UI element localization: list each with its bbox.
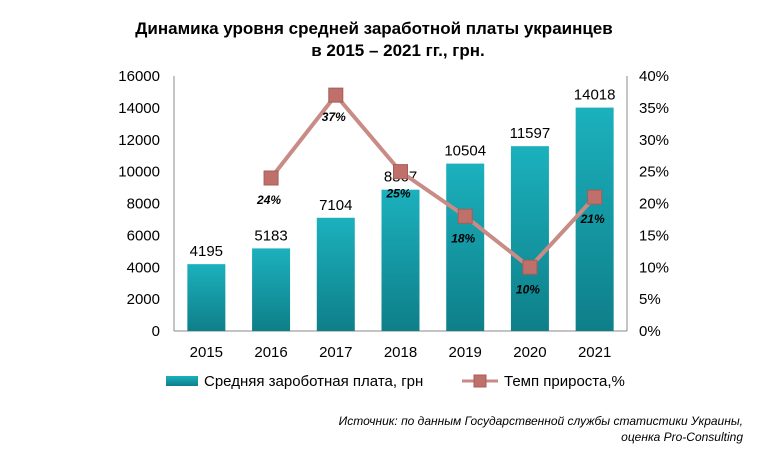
left-tick-label: 6000 bbox=[127, 227, 160, 244]
growth-rate-marker bbox=[587, 189, 603, 205]
salary-bar-label: 5183 bbox=[254, 227, 287, 244]
growth-rate-label: 10% bbox=[516, 282, 540, 296]
legend-line-marker bbox=[473, 374, 487, 388]
x-tick-label: 2016 bbox=[254, 344, 287, 361]
growth-rate-labels: 24% 37% 25% 18% 10% 21% bbox=[256, 110, 605, 296]
right-axis-ticks: 0% 5% 10% 15% 20% 25% 30% 35% 40% bbox=[639, 68, 669, 340]
source-line2: оценка Pro-Consulting bbox=[621, 430, 743, 444]
chart-title-line1: Динамика уровня средней заработной платы… bbox=[135, 19, 612, 38]
legend-line-label: Темп прироста,% bbox=[504, 373, 625, 390]
right-tick-label: 35% bbox=[639, 100, 669, 117]
left-tick-label: 4000 bbox=[127, 259, 160, 276]
right-tick-label: 25% bbox=[639, 164, 669, 181]
salary-bar bbox=[510, 146, 549, 331]
salary-bars bbox=[187, 107, 614, 331]
chart-title-line2: в 2015 – 2021 гг., грн. bbox=[311, 41, 485, 60]
salary-bar bbox=[316, 217, 355, 331]
left-tick-label: 12000 bbox=[118, 132, 160, 149]
growth-rate-label: 18% bbox=[451, 231, 475, 245]
source-line1: Источник: по данным Государственной служ… bbox=[339, 414, 743, 428]
salary-bar-labels: 4195518371048867105041159714018 bbox=[190, 87, 616, 261]
left-tick-label: 2000 bbox=[127, 291, 160, 308]
growth-rate-label: 21% bbox=[580, 212, 605, 226]
left-tick-label: 8000 bbox=[127, 196, 160, 213]
right-tick-label: 0% bbox=[639, 323, 661, 340]
salary-bar bbox=[446, 163, 485, 331]
salary-bar bbox=[187, 264, 226, 331]
salary-bar-label: 10504 bbox=[444, 143, 486, 160]
right-tick-label: 5% bbox=[639, 291, 661, 308]
growth-rate-line bbox=[263, 87, 603, 275]
growth-rate-label: 37% bbox=[322, 110, 346, 124]
legend-bar-label: Средняя зароботная плата, грн bbox=[204, 373, 423, 390]
left-tick-label: 10000 bbox=[118, 164, 160, 181]
left-tick-label: 14000 bbox=[118, 100, 160, 117]
right-tick-label: 10% bbox=[639, 259, 669, 276]
right-tick-label: 15% bbox=[639, 227, 669, 244]
x-tick-label: 2019 bbox=[449, 344, 482, 361]
salary-bar bbox=[252, 248, 291, 331]
right-tick-label: 20% bbox=[639, 196, 669, 213]
salary-bar bbox=[381, 189, 420, 331]
x-tick-label: 2015 bbox=[190, 344, 223, 361]
salary-bar-label: 7104 bbox=[319, 197, 352, 214]
right-tick-label: 40% bbox=[639, 68, 669, 85]
salary-bar bbox=[575, 107, 614, 331]
left-tick-label: 0 bbox=[152, 323, 160, 340]
growth-rate-polyline bbox=[269, 93, 597, 270]
growth-rate-marker bbox=[522, 259, 538, 275]
growth-rate-marker bbox=[328, 87, 344, 103]
x-tick-label: 2017 bbox=[319, 344, 352, 361]
x-tick-label: 2020 bbox=[513, 344, 546, 361]
growth-rate-marker bbox=[263, 170, 279, 186]
growth-rate-marker bbox=[393, 164, 408, 180]
legend: Средняя зароботная плата, грн Темп приро… bbox=[166, 373, 625, 390]
growth-rate-label: 24% bbox=[256, 193, 281, 207]
salary-bar-label: 11597 bbox=[510, 125, 551, 142]
left-axis-ticks: 0 2000 4000 6000 8000 10000 12000 14000 16000 bbox=[118, 68, 160, 340]
x-axis-ticks: 2015 2016 2017 2018 2019 2020 2021 bbox=[190, 344, 612, 361]
left-tick-label: 16000 bbox=[118, 68, 160, 85]
salary-bar-label: 4195 bbox=[190, 243, 223, 260]
salary-bar-label: 14018 bbox=[574, 87, 616, 104]
growth-rate-label: 25% bbox=[385, 187, 410, 201]
legend-bar-swatch bbox=[166, 376, 198, 386]
right-tick-label: 30% bbox=[639, 132, 669, 149]
x-tick-label: 2021 bbox=[578, 344, 611, 361]
growth-rate-marker bbox=[457, 208, 473, 224]
x-tick-label: 2018 bbox=[384, 344, 417, 361]
